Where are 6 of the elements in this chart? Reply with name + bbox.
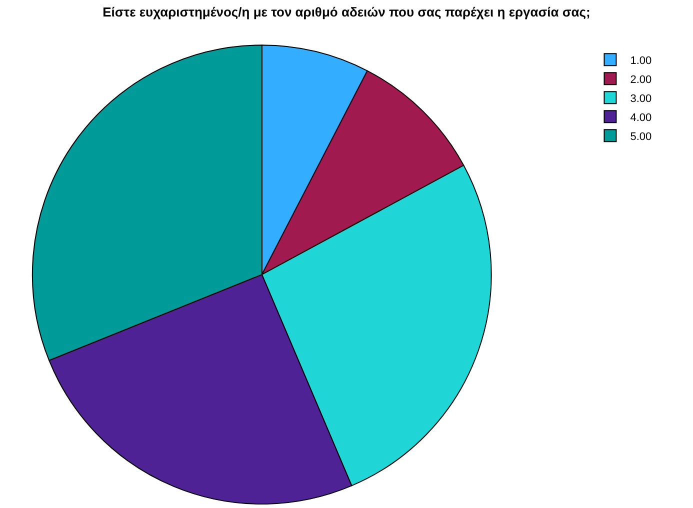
chart-title: Είστε ευχαριστημένος/η με τον αριθμό αδειών που σας παρέχει η εργασία σας; [102,4,590,20]
legend-label: 5.00 [630,130,652,143]
legend-label: 2.00 [630,74,652,86]
legend-label: 3.00 [630,92,652,105]
legend-label: 4.00 [630,112,652,124]
legend-label: 1.00 [630,54,652,67]
